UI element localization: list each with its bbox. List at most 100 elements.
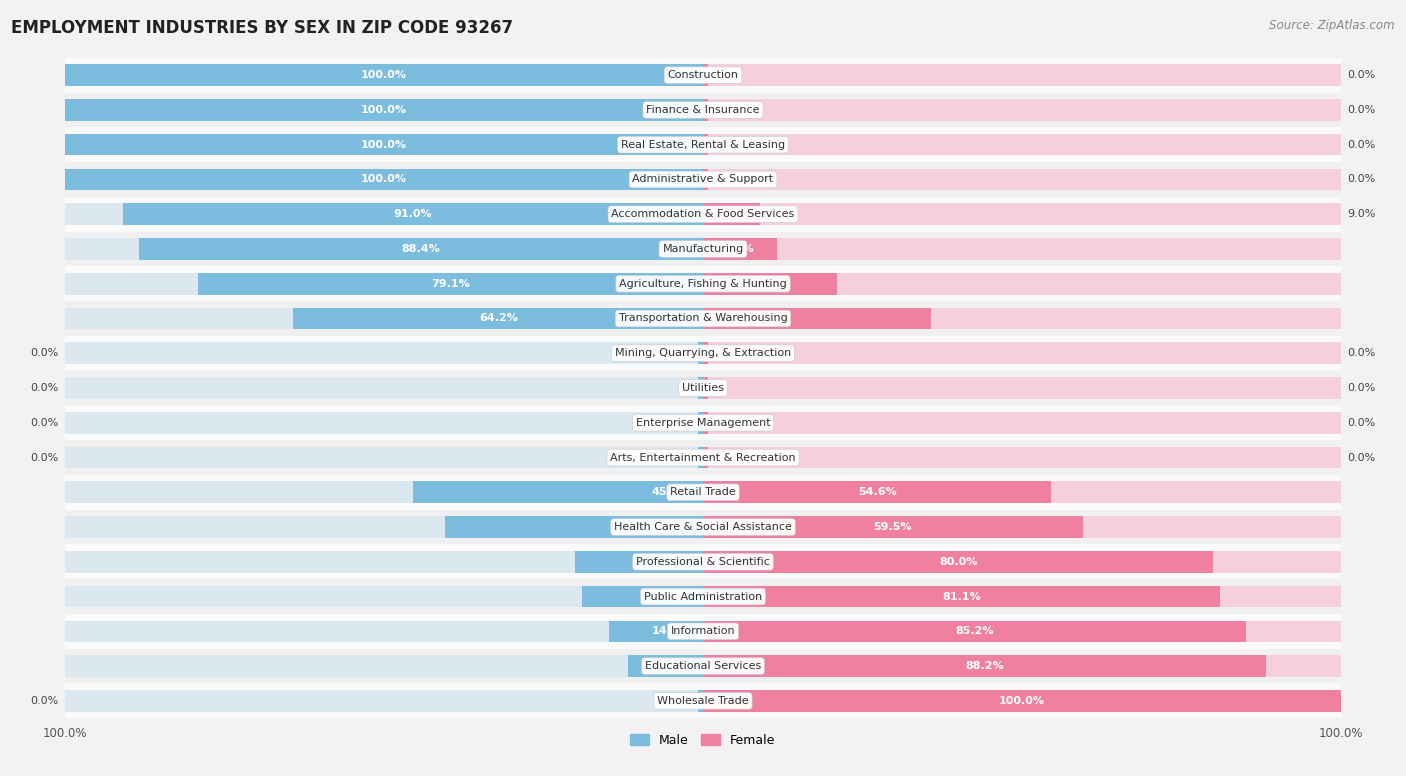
Text: 11.6%: 11.6% [716, 244, 755, 254]
Text: Educational Services: Educational Services [645, 661, 761, 671]
Bar [703, 551, 1213, 573]
Bar [65, 649, 1341, 684]
Bar [65, 516, 703, 538]
Bar [65, 168, 703, 190]
Bar [65, 586, 703, 608]
Text: Enterprise Management: Enterprise Management [636, 417, 770, 428]
Bar [703, 203, 761, 225]
Text: 88.4%: 88.4% [402, 244, 440, 254]
Bar [65, 336, 1341, 371]
Bar [609, 621, 703, 642]
Text: 0.0%: 0.0% [1347, 175, 1375, 185]
Bar [65, 92, 1341, 127]
Text: Utilities: Utilities [682, 383, 724, 393]
Bar [703, 99, 1341, 121]
Bar [703, 551, 1341, 573]
Bar [65, 99, 703, 121]
Bar [65, 551, 703, 573]
Bar [582, 586, 703, 608]
Bar [65, 475, 1341, 510]
Text: 0.0%: 0.0% [1347, 452, 1375, 462]
Bar [65, 203, 703, 225]
Bar [65, 371, 1341, 405]
Text: 100.0%: 100.0% [361, 105, 408, 115]
Bar [703, 238, 778, 260]
Bar [65, 266, 1341, 301]
Bar [703, 447, 709, 468]
Text: 81.1%: 81.1% [942, 591, 981, 601]
Text: 35.8%: 35.8% [716, 314, 754, 324]
Text: 0.0%: 0.0% [31, 452, 59, 462]
Bar [65, 614, 1341, 649]
Bar [65, 64, 703, 86]
Bar [65, 99, 703, 121]
Text: Finance & Insurance: Finance & Insurance [647, 105, 759, 115]
Text: 20.0%: 20.0% [652, 557, 690, 566]
Bar [139, 238, 703, 260]
Bar [65, 447, 703, 468]
Bar [697, 377, 703, 399]
Text: Administrative & Support: Administrative & Support [633, 175, 773, 185]
Text: 79.1%: 79.1% [432, 279, 470, 289]
Bar [65, 238, 703, 260]
Bar [703, 64, 1341, 86]
Bar [65, 301, 1341, 336]
Bar [65, 342, 703, 364]
Bar [697, 447, 703, 468]
Text: Arts, Entertainment & Recreation: Arts, Entertainment & Recreation [610, 452, 796, 462]
Bar [65, 162, 1341, 197]
Bar [703, 412, 709, 434]
Bar [65, 127, 1341, 162]
Bar [703, 273, 837, 295]
Bar [65, 231, 1341, 266]
Bar [703, 586, 1220, 608]
Bar [703, 308, 1341, 329]
Bar [703, 168, 709, 190]
Bar [65, 168, 703, 190]
Text: Transportation & Warehousing: Transportation & Warehousing [619, 314, 787, 324]
Text: 0.0%: 0.0% [31, 696, 59, 706]
Text: 0.0%: 0.0% [1347, 140, 1375, 150]
Text: 64.2%: 64.2% [479, 314, 517, 324]
Text: 0.0%: 0.0% [1347, 383, 1375, 393]
Text: Construction: Construction [668, 70, 738, 80]
Bar [697, 690, 703, 712]
Bar [703, 621, 1247, 642]
Text: 40.5%: 40.5% [652, 522, 690, 532]
Text: 0.0%: 0.0% [1347, 70, 1375, 80]
Text: 0.0%: 0.0% [31, 383, 59, 393]
Bar [444, 516, 703, 538]
Text: Accommodation & Food Services: Accommodation & Food Services [612, 210, 794, 219]
Bar [703, 690, 1341, 712]
Bar [65, 684, 1341, 719]
Bar [575, 551, 703, 573]
Bar [703, 516, 1083, 538]
Bar [65, 412, 703, 434]
Text: 18.9%: 18.9% [651, 591, 690, 601]
Bar [65, 545, 1341, 579]
Bar [703, 690, 1341, 712]
Bar [65, 655, 703, 677]
Bar [703, 412, 1341, 434]
Bar [65, 134, 703, 155]
Text: 0.0%: 0.0% [31, 417, 59, 428]
Bar [65, 405, 1341, 440]
Text: EMPLOYMENT INDUSTRIES BY SEX IN ZIP CODE 93267: EMPLOYMENT INDUSTRIES BY SEX IN ZIP CODE… [11, 19, 513, 37]
Bar [413, 481, 703, 503]
Text: 59.5%: 59.5% [873, 522, 912, 532]
Text: Wholesale Trade: Wholesale Trade [657, 696, 749, 706]
Text: 0.0%: 0.0% [31, 348, 59, 359]
Bar [65, 690, 703, 712]
Text: 54.6%: 54.6% [858, 487, 897, 497]
Text: 45.5%: 45.5% [652, 487, 690, 497]
Bar [65, 579, 1341, 614]
Text: 91.0%: 91.0% [394, 210, 432, 219]
Text: 100.0%: 100.0% [361, 140, 408, 150]
Bar [703, 64, 709, 86]
Text: Real Estate, Rental & Leasing: Real Estate, Rental & Leasing [621, 140, 785, 150]
Bar [65, 273, 703, 295]
Bar [703, 238, 1341, 260]
Bar [703, 586, 1341, 608]
Bar [703, 621, 1341, 642]
Legend: Male, Female: Male, Female [626, 729, 780, 752]
